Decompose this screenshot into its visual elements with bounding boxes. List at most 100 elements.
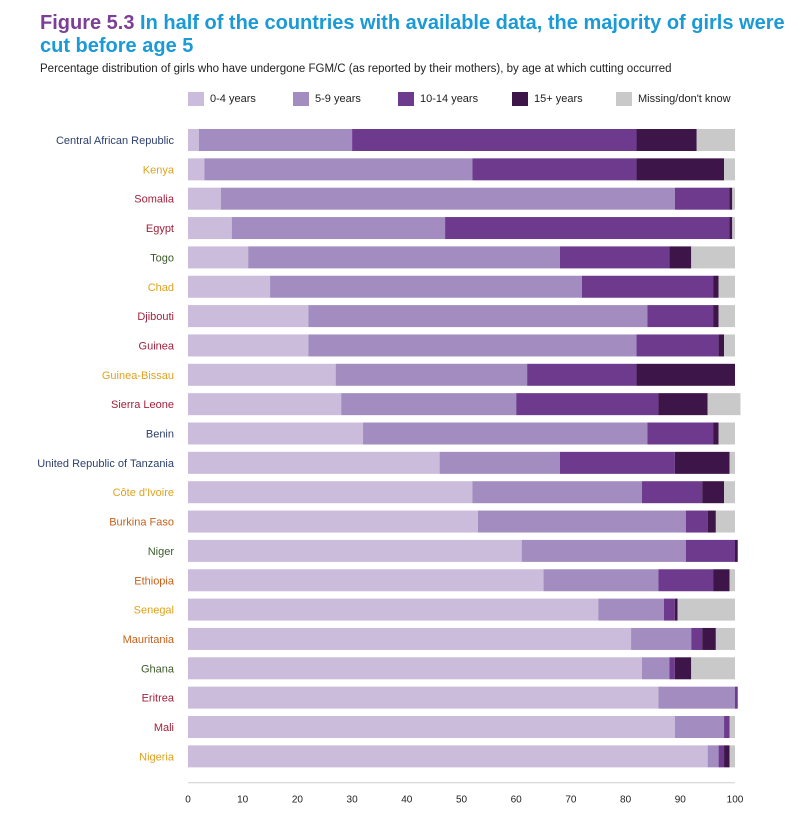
bar-segment — [188, 246, 249, 269]
bar-segment — [729, 451, 735, 474]
bar-segment — [713, 305, 719, 328]
category-label: Djibouti — [137, 311, 174, 323]
category-label: Ghana — [141, 663, 175, 675]
legend-item: 15+ years — [512, 91, 583, 107]
bar-segment — [647, 305, 714, 328]
bar-segment — [685, 539, 735, 562]
bar-segment — [188, 363, 336, 386]
category-label: Côte d'Ivoire — [113, 487, 174, 499]
chart-subtitle: Percentage distribution of girls who hav… — [40, 63, 672, 75]
category-label: Somalia — [134, 194, 175, 206]
x-tick-label: 60 — [511, 795, 523, 806]
category-label: Kenya — [143, 164, 175, 176]
bar-segment — [713, 569, 730, 592]
category-label: United Republic of Tanzania — [37, 458, 175, 470]
bar-segment — [724, 334, 735, 357]
category-label: Nigeria — [139, 751, 175, 763]
bar-segment — [631, 627, 692, 650]
category-label: Guinea-Bissau — [102, 370, 174, 382]
bar-segment — [724, 158, 735, 181]
category-label: Senegal — [134, 605, 174, 617]
bar-segment — [735, 539, 738, 562]
legend-label: 15+ years — [534, 93, 583, 105]
category-label: Egypt — [146, 223, 174, 235]
bar-segment — [729, 745, 735, 768]
legend-label: 5-9 years — [315, 93, 361, 105]
x-tick-label: 10 — [237, 795, 249, 806]
bar-segment — [718, 305, 735, 328]
category-label: Niger — [148, 546, 175, 558]
bar-segment — [724, 716, 730, 738]
category-label: Guinea — [139, 340, 175, 352]
bar-segment — [439, 451, 560, 474]
bar-segment — [188, 569, 544, 592]
bar-segment — [188, 275, 271, 298]
x-tick-label: 40 — [401, 795, 413, 806]
bar-segment — [715, 510, 735, 533]
figure-label: Figure 5.3 — [40, 12, 135, 34]
bar-segment — [691, 657, 735, 680]
legend-label: 10-14 years — [420, 93, 479, 105]
bar-segment — [636, 158, 725, 181]
bar-segment — [188, 481, 473, 504]
x-tick-label: 70 — [565, 795, 577, 806]
x-tick-label: 80 — [620, 795, 632, 806]
category-label: Sierra Leone — [111, 399, 174, 411]
category-label: Chad — [148, 282, 174, 294]
bar-segment — [188, 305, 309, 328]
bar-segment — [674, 187, 730, 210]
bar-segment — [732, 187, 735, 210]
bar-segment — [724, 745, 730, 768]
legend-swatch — [398, 92, 414, 106]
bar-segment — [707, 393, 741, 416]
bar-segment — [581, 275, 714, 298]
bar-segment — [663, 598, 675, 621]
category-label: Central African Republic — [56, 135, 175, 147]
bar-segment — [729, 217, 733, 240]
bar-segment — [445, 217, 730, 240]
bar-segment — [308, 305, 648, 328]
bar-segment — [477, 510, 686, 533]
bar-segment — [335, 363, 528, 386]
x-tick-label: 30 — [347, 795, 359, 806]
bar-segment — [188, 217, 232, 240]
bar-segment — [516, 393, 659, 416]
bar-segment — [598, 598, 664, 621]
legend-swatch — [188, 92, 204, 106]
bar-segment — [636, 363, 735, 386]
bar-segment — [220, 187, 675, 210]
bar-segment — [636, 129, 697, 151]
bar-segment — [559, 246, 670, 269]
bar-segment — [674, 451, 730, 474]
bar-segment — [188, 334, 309, 357]
category-label: Mauritania — [123, 634, 175, 646]
bar-segment — [713, 275, 719, 298]
bar-segment — [669, 246, 692, 269]
chart-title: Figure 5.3 In half of the countries with… — [40, 12, 790, 58]
bar-segment — [702, 627, 716, 650]
bar-segment — [188, 158, 205, 181]
bar-segment — [188, 598, 599, 621]
bar-segment — [677, 598, 735, 621]
bar-segment — [270, 275, 582, 298]
bar-segment — [691, 246, 735, 269]
bar-segment — [188, 745, 708, 768]
bar-segment — [702, 481, 725, 504]
bar-segment — [352, 129, 637, 151]
category-label: Burkina Faso — [109, 517, 174, 529]
bar-segment — [707, 510, 716, 533]
bar-segment — [707, 745, 719, 768]
bar-segment — [527, 363, 637, 386]
bar-segment — [188, 422, 364, 445]
legend-item: 10-14 years — [398, 91, 478, 107]
bar-segment — [713, 422, 719, 445]
bar-segment — [188, 686, 659, 709]
category-label: Mali — [154, 722, 174, 734]
bar-segment — [718, 334, 725, 357]
bar-segment — [341, 393, 517, 416]
bar-segment — [718, 422, 735, 445]
bar-segment — [559, 451, 675, 474]
legend-label: Missing/don't know — [638, 93, 731, 105]
